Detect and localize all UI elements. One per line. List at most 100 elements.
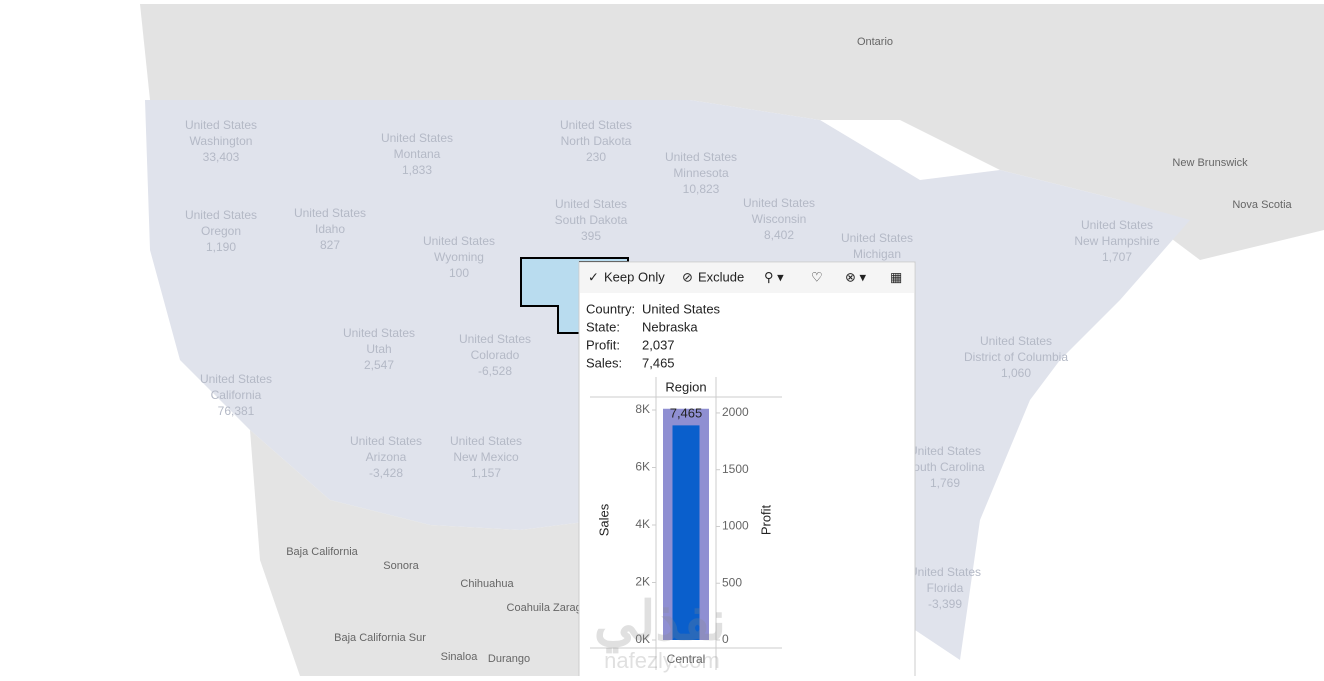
y2-tick-label: 0 [722,632,729,646]
y-tick-label: 0K [635,632,650,646]
state-country: United States [665,150,737,164]
place-label: Durango [488,653,530,665]
place-label: Chihuahua [460,578,514,590]
state-name: District of Columbia [964,350,1068,364]
field-label: Profit: [586,337,620,352]
state-country: United States [343,326,415,340]
state-country: United States [381,131,453,145]
state-country: United States [560,118,632,132]
state-name: Florida [927,581,964,595]
keep-only-button[interactable]: Keep Only [604,269,665,284]
state-value: 1,190 [206,240,236,254]
y-tick-label: 4K [635,517,650,531]
state-country: United States [350,434,422,448]
state-value: 100 [449,266,469,280]
place-label: Nova Scotia [1232,199,1292,211]
y2-tick-label: 1000 [722,519,749,533]
place-label: Coahuila Zaragoza [507,602,601,614]
state-value: 1,833 [402,163,432,177]
place-label: Ontario [857,36,893,48]
state-value: -3,399 [928,597,962,611]
state-name: Idaho [315,222,345,236]
field-value: Nebraska [642,319,698,334]
state-name: Montana [394,147,441,161]
state-value: 827 [320,238,340,252]
state-value: -6,528 [478,364,512,378]
field-value: United States [642,301,721,316]
state-country: United States [450,434,522,448]
state-name: Colorado [471,348,520,362]
column-header: Region [665,379,706,394]
place-label: New Brunswick [1172,157,1248,169]
place-label: Sonora [383,560,419,572]
x-tick-label: Central [667,652,706,666]
state-name: Washington [190,134,253,148]
mini-chart: Region Sales Profit 0K 2K 4K 6K 8K 0 500 1000 15… [590,377,782,670]
state-value: -3,428 [369,466,403,480]
state-country: United States [185,208,257,222]
state-country: United States [459,332,531,346]
state-name: Michigan [853,247,901,261]
state-value: 2,547 [364,358,394,372]
state-value: 76,381 [218,404,255,418]
check-icon: ✓ [588,269,599,284]
map-labels: Ontario New Brunswick Nova Scotia Baja Cali… [185,36,1293,665]
canada [0,4,1324,260]
tooltip-toolbar [580,263,914,293]
highlight-button[interactable]: ♡ [811,269,823,284]
state-name: Wisconsin [752,212,807,226]
y-axis-title: Sales [596,503,611,536]
place-label: Baja California [286,546,358,558]
set-button[interactable]: ⊗ ▾ [845,269,867,284]
place-label: Baja California Sur [334,632,426,644]
watermark-latin: nafezly.com [604,648,720,673]
state-country: United States [185,118,257,132]
state-name: Wyoming [434,250,484,264]
state-country: United States [200,372,272,386]
group-button[interactable]: ⚲ ▾ [764,269,784,284]
watermark-arabic: نفذلي [594,591,726,653]
state-value: 1,707 [1102,250,1132,264]
state-country: United States [555,197,627,211]
state-name: Minnesota [673,166,729,180]
state-value: 1,060 [1001,366,1031,380]
state-value: 8,402 [764,228,794,242]
y-tick-label: 6K [635,460,650,474]
state-name: South Dakota [555,213,628,227]
mexico [250,430,620,676]
field-label: Country: [586,301,635,316]
state-value: 1,157 [471,466,501,480]
state-country: United States [909,565,981,579]
state-value: 1,769 [930,476,960,490]
state-country: United States [423,234,495,248]
state-country: United States [1081,218,1153,232]
y2-tick-label: 2000 [722,405,749,419]
field-label: Sales: [586,355,622,370]
y-tick-label: 8K [635,402,650,416]
field-value: 2,037 [642,337,675,352]
tooltip-panel [578,261,916,679]
state-value: 395 [581,229,601,243]
state-name: South Carolina [905,460,985,474]
state-value: 33,403 [203,150,240,164]
place-label: Sinaloa [441,651,479,663]
exclude-button[interactable]: Exclude [698,269,744,284]
state-country: United States [980,334,1052,348]
field-value: 7,465 [642,355,675,370]
view-data-button[interactable]: ▦ [890,269,902,284]
state-name: Utah [366,342,391,356]
state-value: 10,823 [683,182,720,196]
exclude-icon: ⊘ [682,269,693,284]
state-name: Oregon [201,224,241,238]
y-tick-label: 2K [635,575,650,589]
field-label: State: [586,319,620,334]
state-country: United States [909,444,981,458]
state-country: United States [841,231,913,245]
state-name: California [211,388,262,402]
y2-axis-title: Profit [758,504,773,535]
y2-tick-label: 500 [722,575,742,589]
state-name: New Mexico [453,450,519,464]
state-name: North Dakota [561,134,632,148]
